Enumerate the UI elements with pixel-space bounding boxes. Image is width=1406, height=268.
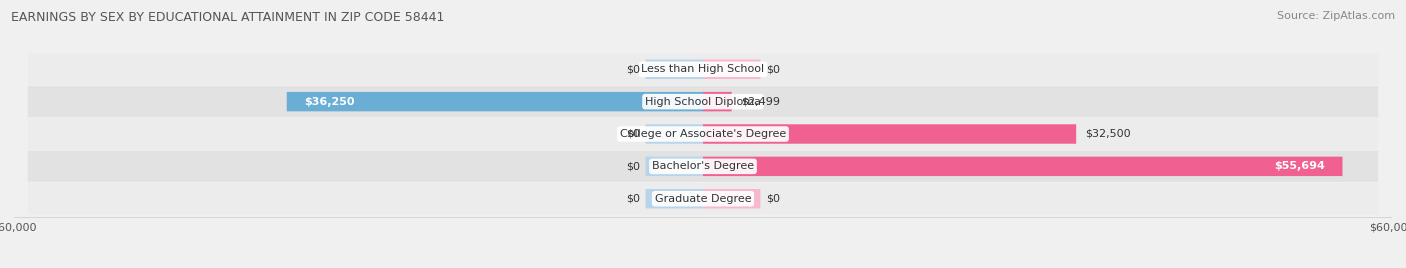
Text: $0: $0 bbox=[766, 64, 780, 74]
Text: $0: $0 bbox=[626, 129, 640, 139]
Text: $2,499: $2,499 bbox=[741, 97, 780, 107]
FancyBboxPatch shape bbox=[645, 124, 703, 144]
Text: Bachelor's Degree: Bachelor's Degree bbox=[652, 161, 754, 171]
FancyBboxPatch shape bbox=[645, 157, 703, 176]
Text: $32,500: $32,500 bbox=[1085, 129, 1130, 139]
FancyBboxPatch shape bbox=[645, 59, 703, 79]
FancyBboxPatch shape bbox=[703, 189, 761, 209]
FancyBboxPatch shape bbox=[703, 124, 1076, 144]
Text: $0: $0 bbox=[626, 64, 640, 74]
FancyBboxPatch shape bbox=[287, 92, 703, 111]
Text: EARNINGS BY SEX BY EDUCATIONAL ATTAINMENT IN ZIP CODE 58441: EARNINGS BY SEX BY EDUCATIONAL ATTAINMEN… bbox=[11, 11, 444, 24]
Text: $0: $0 bbox=[626, 194, 640, 204]
Text: $0: $0 bbox=[626, 161, 640, 171]
Text: Less than High School: Less than High School bbox=[641, 64, 765, 74]
Text: $36,250: $36,250 bbox=[304, 97, 354, 107]
FancyBboxPatch shape bbox=[28, 183, 1378, 214]
Text: High School Diploma: High School Diploma bbox=[645, 97, 761, 107]
FancyBboxPatch shape bbox=[28, 54, 1378, 85]
FancyBboxPatch shape bbox=[28, 118, 1378, 150]
Text: Source: ZipAtlas.com: Source: ZipAtlas.com bbox=[1277, 11, 1395, 21]
FancyBboxPatch shape bbox=[703, 157, 1343, 176]
FancyBboxPatch shape bbox=[28, 151, 1378, 182]
FancyBboxPatch shape bbox=[28, 86, 1378, 117]
FancyBboxPatch shape bbox=[645, 189, 703, 209]
Text: College or Associate's Degree: College or Associate's Degree bbox=[620, 129, 786, 139]
FancyBboxPatch shape bbox=[703, 59, 761, 79]
Text: Graduate Degree: Graduate Degree bbox=[655, 194, 751, 204]
Text: $55,694: $55,694 bbox=[1274, 161, 1326, 171]
FancyBboxPatch shape bbox=[703, 92, 731, 111]
Text: $0: $0 bbox=[766, 194, 780, 204]
